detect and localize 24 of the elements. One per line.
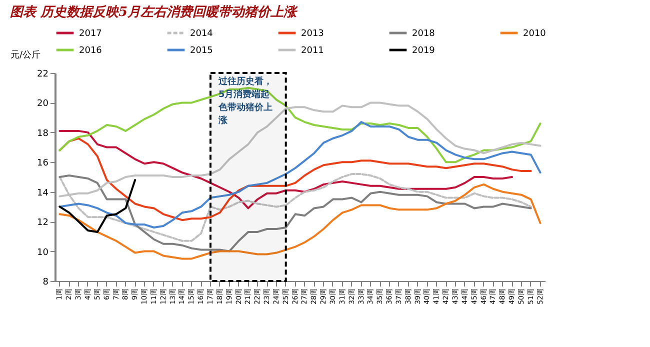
y-tick-label: 16	[37, 158, 49, 169]
legend-label: 2010	[523, 29, 546, 39]
legend-label: 2013	[301, 29, 324, 39]
chart-title: 图表 历史数据反映5月左右消费回暖带动猪价上涨	[10, 4, 299, 20]
y-tick-label: 20	[37, 99, 49, 110]
y-tick-label: 10	[37, 248, 49, 258]
legend-label: 2016	[79, 46, 102, 56]
legend-label: 2019	[412, 46, 436, 56]
y-tick-label: 14	[37, 188, 49, 198]
legend-label: 2014	[190, 29, 214, 39]
y-axis-title: 元/公斤	[10, 50, 41, 60]
legend-label: 2017	[79, 29, 102, 39]
line-series	[58, 178, 136, 233]
legend-label: 2015	[190, 46, 213, 56]
line-series	[58, 183, 542, 260]
line-series	[58, 130, 514, 210]
y-tick-label: 18	[37, 128, 49, 139]
y-tick-label: 12	[37, 218, 48, 228]
legend-label: 2018	[412, 29, 436, 39]
line-series	[58, 174, 532, 252]
legend-label: 2011	[301, 46, 324, 56]
y-tick-label: 22	[37, 70, 48, 80]
y-tick-label: 8	[42, 278, 49, 288]
line-series	[58, 86, 542, 164]
